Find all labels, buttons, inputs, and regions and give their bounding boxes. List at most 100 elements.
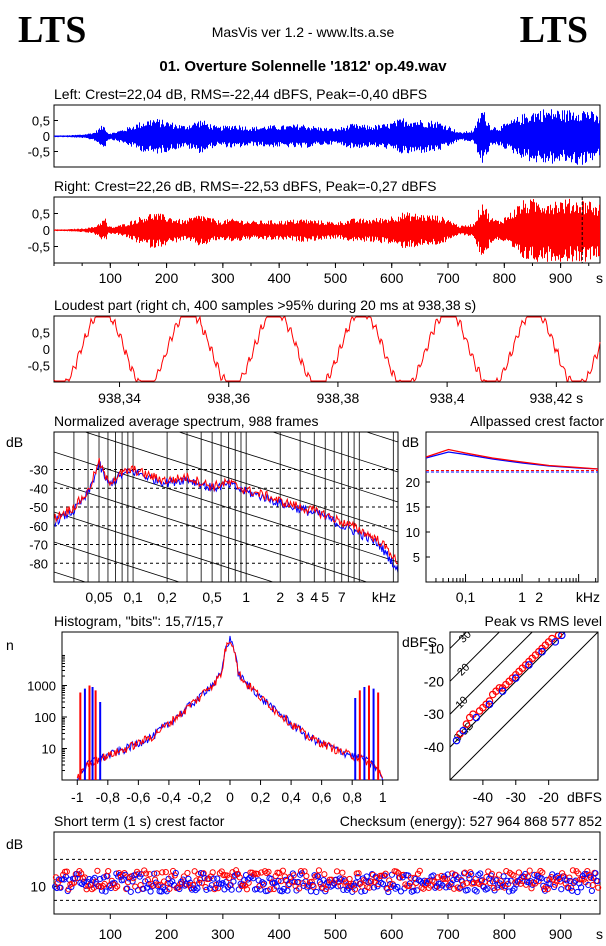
short-term-point-left <box>568 887 576 894</box>
histogram-xtick-label: 0 <box>226 789 234 805</box>
short-term-point-right <box>515 869 522 876</box>
short-term-point-left <box>313 888 320 896</box>
short-term-point-right <box>78 870 85 877</box>
short-term-point-left <box>194 885 201 892</box>
histogram-xtick-label: 0,4 <box>281 789 301 805</box>
peak-rms-point-right <box>518 664 527 672</box>
short-term-point-right <box>339 869 346 876</box>
right_waveform-xtick-label: 300 <box>211 270 235 286</box>
spectrum-series-right <box>54 457 398 565</box>
spectrum-xtick-label: 7 <box>338 589 346 605</box>
short-term-point-right <box>124 879 132 886</box>
short-term-point-right <box>355 870 362 877</box>
short-term-point-left <box>181 882 188 889</box>
spectrum-ytick-label: -30 <box>29 463 48 478</box>
right_waveform-ytick-label: 0,5 <box>32 207 50 222</box>
short-term-point-right <box>589 882 596 889</box>
allpassed-ylabel: dB <box>402 434 419 450</box>
short-term-point-right <box>416 867 423 874</box>
histogram-curve-right <box>76 641 384 780</box>
spectrum-frame <box>53 431 399 583</box>
right_waveform-xtick-label: s <box>596 270 603 286</box>
short-term-point-left <box>586 873 594 880</box>
spectrum-diagonal <box>177 432 398 503</box>
short-term-ytick-label: 10 <box>30 879 46 895</box>
short-term-point-right <box>386 877 393 884</box>
short-term-point-right <box>236 874 243 881</box>
spectrum-ytick-label: -70 <box>29 538 48 553</box>
short-term-point-right <box>564 884 571 891</box>
short-term-point-left <box>468 871 475 878</box>
short-term-title: Short term (1 s) crest factor <box>54 813 225 829</box>
short-term-point-right <box>141 867 148 874</box>
allpassed-ytick-label: 20 <box>406 475 420 490</box>
spectrum-xtick-label: 0,05 <box>85 589 112 605</box>
peak-rms-point-left <box>538 647 546 656</box>
short-term-point-left <box>275 877 282 885</box>
short-term-point-left <box>210 875 217 882</box>
short-term-point-left <box>250 875 257 882</box>
short-term-point-left <box>477 870 484 877</box>
peak-rms-point-left <box>452 736 461 745</box>
short-term-point-right <box>587 874 595 882</box>
histogram-xtick-label: -1 <box>71 789 84 805</box>
spectrum-ylabel: dB <box>6 434 23 450</box>
histogram-curve-left <box>76 635 384 781</box>
short-term-point-left <box>167 880 174 887</box>
histogram-frame <box>61 631 399 781</box>
short-term-xtick-label: 900 <box>549 926 573 942</box>
short-term-point-right <box>261 868 269 875</box>
allpassed-xtick-label: 0,1 <box>456 589 476 605</box>
short-term-point-left <box>124 885 131 892</box>
short-term-point-left <box>97 875 104 883</box>
right_waveform-xtick-label: 800 <box>493 270 517 286</box>
short-term-point-left <box>585 881 592 889</box>
histogram-xtick-label: -0,8 <box>96 789 120 805</box>
short-term-point-left <box>143 884 151 891</box>
spectrum-ytick-label: -50 <box>29 500 48 515</box>
short-term-point-right <box>265 868 272 875</box>
short-term-point-right <box>566 874 573 881</box>
peak-rms-title: Peak vs RMS level <box>485 613 602 629</box>
loudest-xtick-label: 938,34 <box>98 390 141 406</box>
allpassed-series-right <box>425 448 599 470</box>
right_waveform-ytick-label: 0 <box>43 223 50 238</box>
short-term-point-right <box>524 873 531 880</box>
spectrum-xtick-label: 0,1 <box>123 589 143 605</box>
peak-rms-point-right <box>462 720 471 728</box>
short-term-point-right <box>459 881 467 888</box>
short-term-point-left <box>505 888 513 895</box>
loudest-part-title: Loudest part (right ch, 400 samples >95%… <box>54 297 476 313</box>
short-term-point-right <box>160 878 168 885</box>
short-term-point-right <box>317 881 324 888</box>
short-term-point-left <box>531 871 538 878</box>
allpassed-xtick-label: 1 <box>518 589 526 605</box>
spectrum-diagonal <box>54 451 398 563</box>
short-term-point-left <box>284 887 291 894</box>
short-term-point-right <box>528 885 535 892</box>
short-term-point-left <box>464 886 471 894</box>
short-term-point-right <box>191 868 198 875</box>
short-term-point-left <box>547 880 554 887</box>
right_waveform-xtick-label: 700 <box>436 270 460 286</box>
short-term-point-left <box>255 877 262 884</box>
short-term-point-right <box>70 879 78 886</box>
short-term-point-right <box>456 885 463 892</box>
short-term-point-right <box>559 870 566 877</box>
histogram-xtick-label: -0,6 <box>126 789 150 805</box>
peak-rms-diagonal <box>450 632 566 748</box>
short-term-point-right <box>342 879 350 886</box>
short-term-point-right <box>303 872 310 880</box>
short-term-xtick-label: 400 <box>267 926 291 942</box>
short-term-point-right <box>114 883 121 890</box>
short-term-point-left <box>147 888 154 895</box>
spectrum-xtick-label: 3 <box>296 589 304 605</box>
short-term-point-right <box>146 871 153 878</box>
short-term-point-right <box>441 875 449 882</box>
peak-rms-ytick-label: -40 <box>424 739 444 755</box>
short-term-frame <box>53 831 601 915</box>
short-term-point-left <box>397 888 405 895</box>
short-term-point-right <box>321 871 328 878</box>
